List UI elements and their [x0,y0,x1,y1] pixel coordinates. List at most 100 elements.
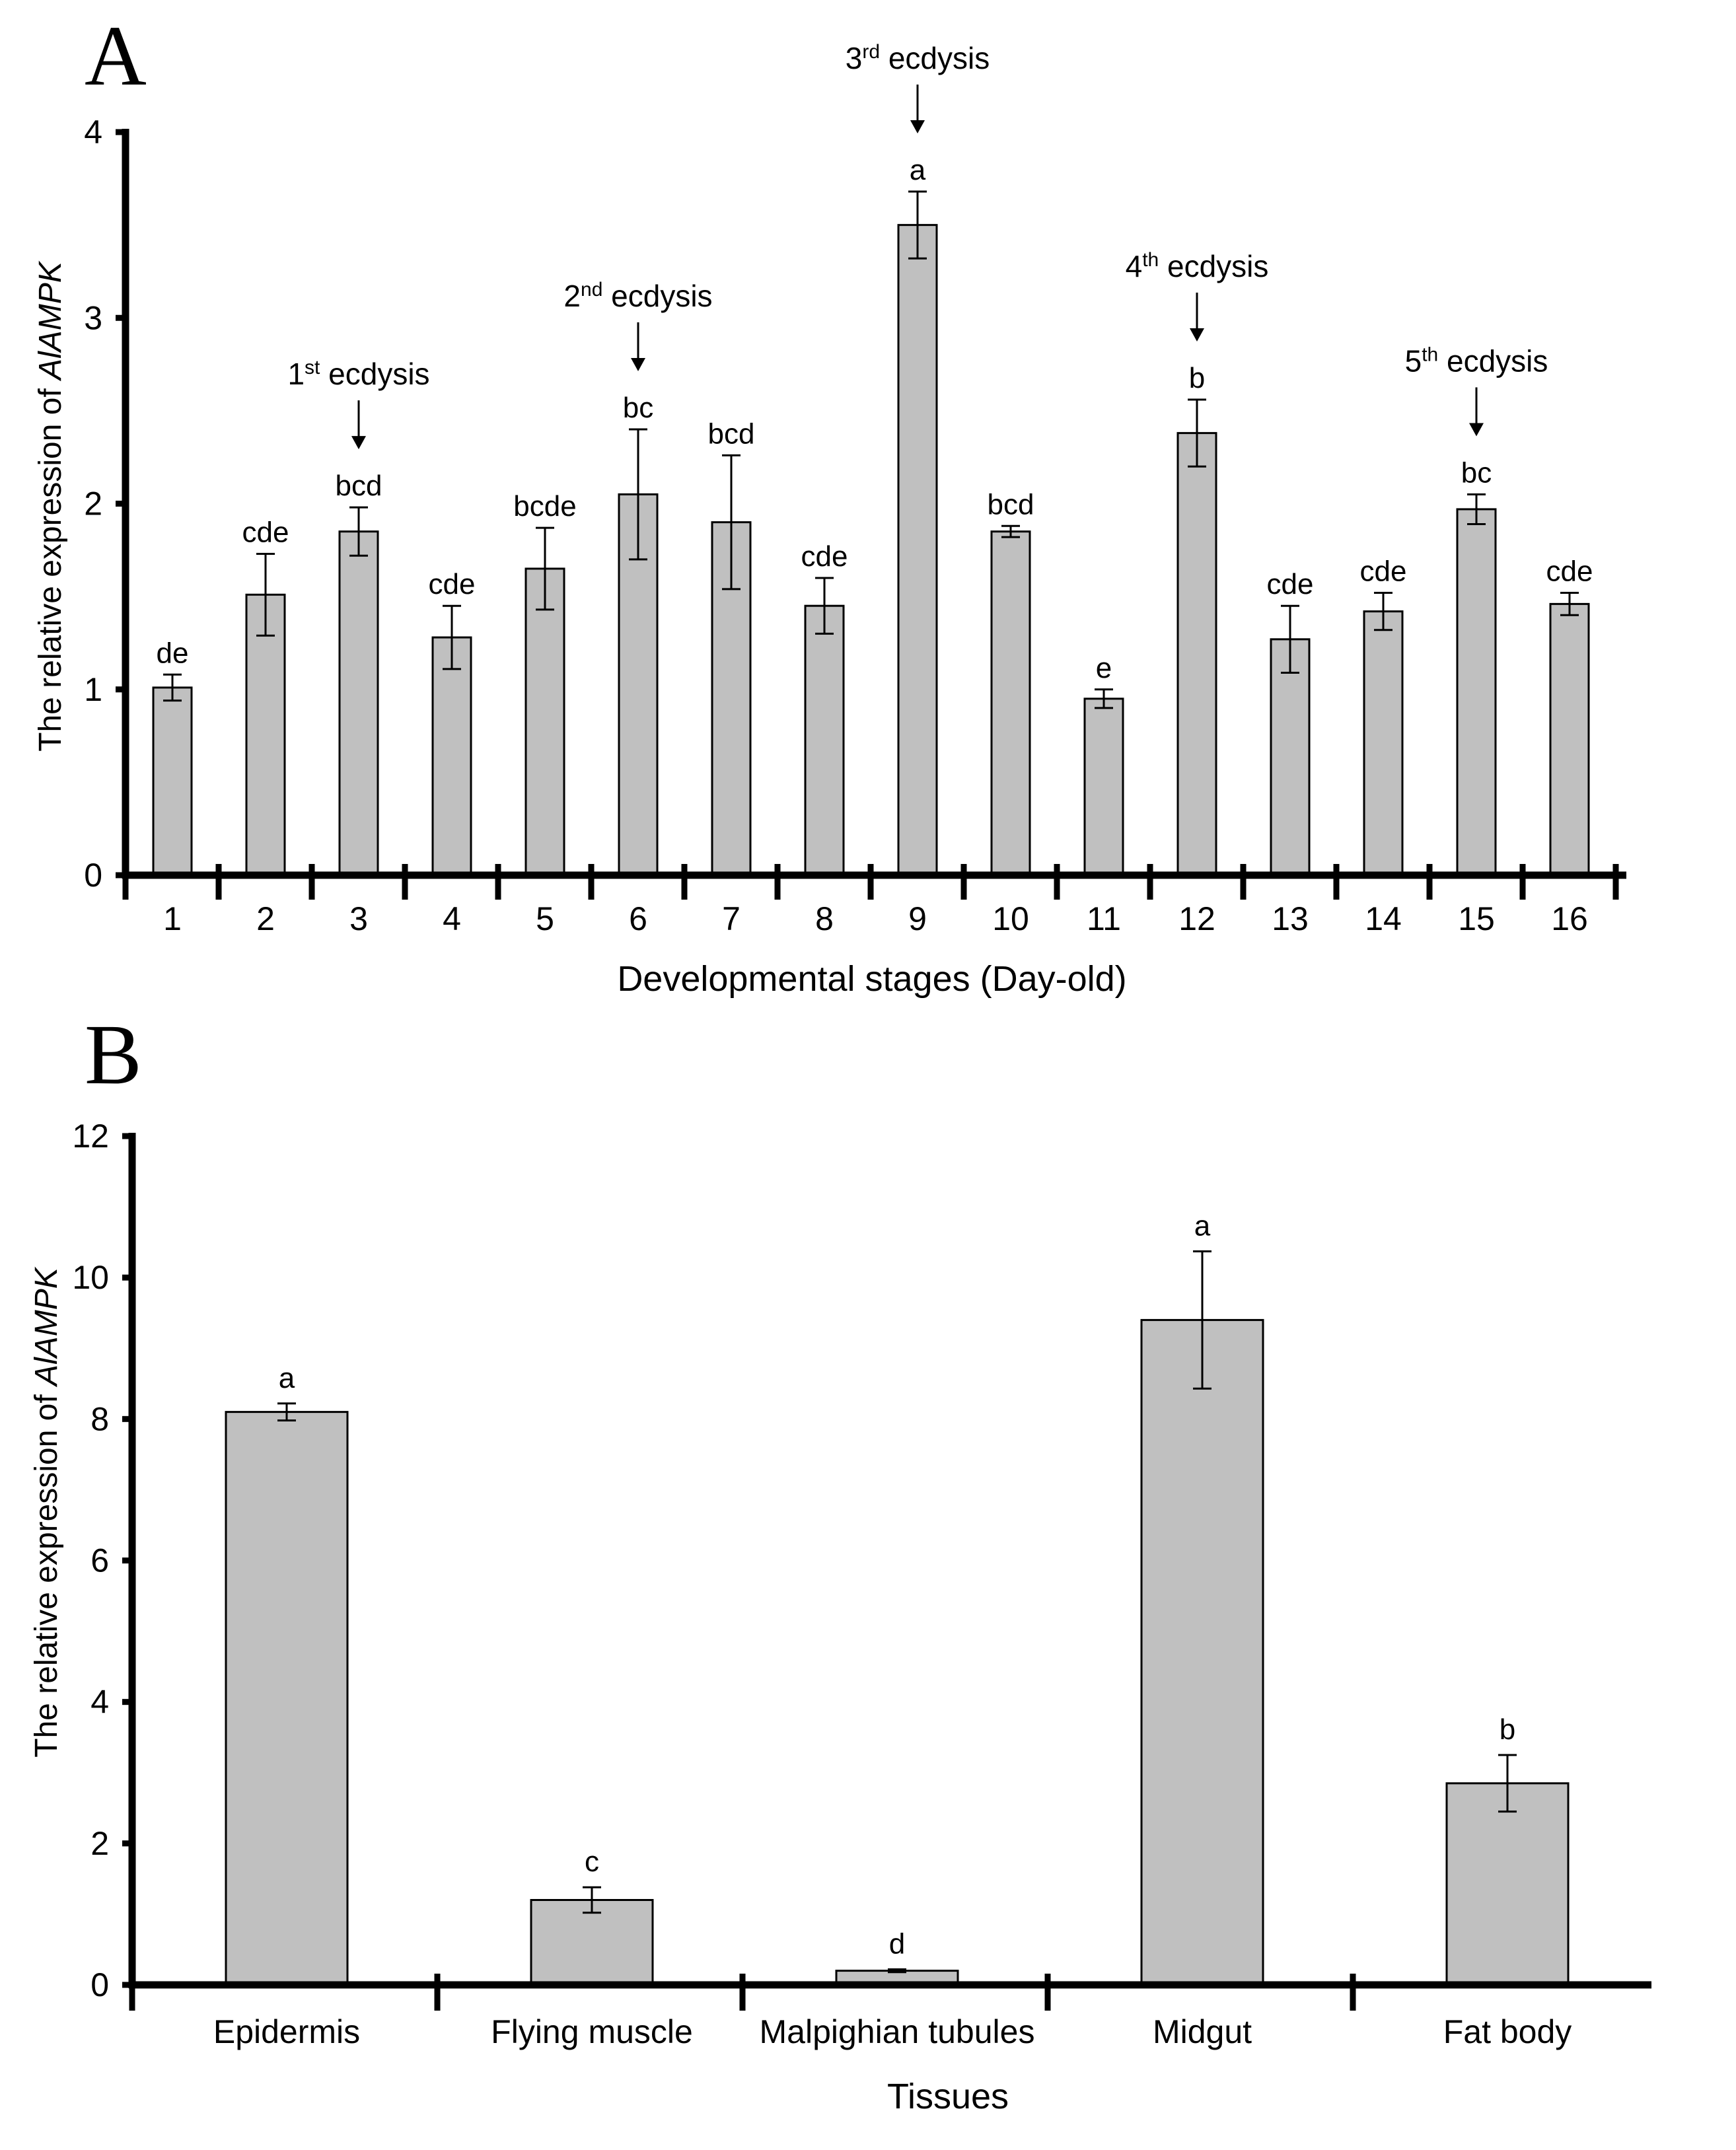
panel-b-y-tick-label: 2 [90,1825,109,1862]
panel-b-y-tick-label: 8 [90,1400,109,1437]
panel-b-x-tick-label: Malpighian tubules [760,2013,1035,2050]
panel-a-x-tick-label: 8 [815,900,834,937]
panel-a-bar [524,567,565,877]
panel-a-ecdysis-label: 1st ecdysis [287,357,429,391]
panel-a-significance-label: bcde [513,490,576,522]
panel-a-x-tick-label: 11 [1087,900,1121,937]
panel-a-significance-label: a [910,154,926,186]
panel-a-ecdysis-arrow-head [631,358,645,371]
panel-b-x-tick-label: Flying muscle [491,2013,693,2050]
panel-a-ecdysis-suffix: nd [581,279,602,301]
panel-a-bar [1456,508,1497,877]
panel-a-ecdysis-label: 4th ecdysis [1126,249,1269,283]
panel-a-significance-label: cde [242,516,289,548]
panel-a-bar [897,224,938,877]
panel-a-ecdysis-arrow-head [1190,328,1204,341]
panel-a-x-tick-label: 16 [1551,900,1588,937]
panel-a-ecdysis-word: ecdysis [880,41,990,75]
panel-a-x-tick-label: 15 [1458,900,1495,937]
panel-a-significance-label: cde [801,540,848,573]
panel-a-bar [1176,432,1217,877]
panel-a-bar [1549,602,1590,877]
panel-a-significance-label: cde [1360,555,1407,588]
panel-a-y-tick-label: 1 [84,671,102,708]
panel-a-significance-label: e [1096,652,1112,684]
panel-a-significance-label: cde [1267,568,1314,600]
panel-a-y-tick-label: 0 [84,857,102,894]
panel-b-y-axis-title-prefix: The relative expression of [29,1386,64,1758]
panel-a-x-tick-label: 10 [992,900,1029,937]
panel-b-significance-label: b [1500,1713,1515,1746]
panel-a-significance-label: cde [1546,555,1593,588]
panel-b-y-tick-label: 12 [72,1118,109,1155]
panel-a-x-tick-label: 1 [163,900,182,937]
panel-b-significance-label: a [1194,1210,1211,1242]
panel-a-bar [338,530,379,877]
panel-a-ecdysis-word: ecdysis [1159,249,1268,283]
panel-a-ecdysis-suffix: st [305,357,320,378]
panel-a-ecdysis-word: ecdysis [1438,343,1548,378]
panel-a-significance-label: bc [623,392,653,424]
panel-a-ecdysis-word: ecdysis [320,357,429,391]
panel-a-bar [1270,638,1311,877]
panel-a-ecdysis-label: 2nd ecdysis [563,279,712,313]
panel-a-x-tick-label: 6 [629,900,647,937]
panel-a-x-tick-label: 4 [443,900,461,937]
panel-b-y-tick-label: 4 [90,1684,109,1721]
panel-b-x-tick-label: Fat body [1443,2013,1572,2050]
panel-a-y-tick-label: 3 [84,299,102,336]
panel-a-y-axis-title: The relative expression of AlAMPK [33,260,68,752]
panel-a-x-axis-title: Developmental stages (Day-old) [617,959,1126,999]
panel-a-significance-label: bc [1461,456,1492,489]
panel-b-letter: B [85,1007,142,1102]
panel-a-significance-label: bcd [988,488,1034,520]
panel-a-significance-label: b [1189,362,1205,394]
panel-a-ecdysis-arrow-head [910,120,925,133]
panel-a-y-axis-title-gene: AlAMPK [33,260,68,382]
panel-a-significance-label: cde [429,568,476,600]
panel-b-y-tick-label: 6 [90,1542,109,1579]
panel-b-bar [530,1899,654,1986]
panel-a-ecdysis-ordinal: 2 [563,279,581,313]
panel-a-bar [1083,698,1124,877]
panel-a-significance-label: bcd [336,470,382,502]
panel-a-ecdysis-ordinal: 1 [287,357,305,391]
panel-b-x-tick-label: Midgut [1153,2013,1252,2050]
panel-a-ecdysis-arrow-head [351,436,366,450]
panel-b-significance-label: d [889,1927,905,1960]
panel-a-x-tick-label: 5 [536,900,554,937]
panel-a-x-tick-label: 12 [1178,900,1215,937]
panel-a-ecdysis-word: ecdysis [602,279,712,313]
panel-b-bar [1445,1782,1570,1986]
panel-a-ecdysis-suffix: th [1422,343,1438,365]
panel-a-x-tick-label: 9 [908,900,927,937]
panel-a-letter: A [85,9,147,104]
panel-a-bar [804,604,845,877]
panel-a-significance-label: de [157,637,189,669]
panel-a-ecdysis-ordinal: 4 [1126,249,1143,283]
panel-b-y-axis-title: The relative expression of AlAMPK [29,1266,64,1758]
panel-b-x-tick-label: Epidermis [213,2013,360,2050]
panel-b-bar [1140,1318,1264,1986]
panel-a-bar [245,593,286,877]
panel-a-ecdysis-label: 5th ecdysis [1405,343,1548,378]
panel-a-ecdysis-ordinal: 5 [1405,343,1422,378]
panel-a-x-tick-label: 13 [1272,900,1309,937]
panel-b-y-tick-label: 10 [72,1259,109,1296]
panel-a-y-tick-label: 2 [84,485,102,522]
panel-a-ecdysis-arrow-head [1469,423,1484,437]
panel-a-ecdysis-suffix: th [1142,249,1159,271]
panel-a-bar [152,686,193,877]
panel-a-x-tick-label: 7 [722,900,741,937]
panel-a-ecdysis-ordinal: 3 [846,41,863,75]
panel-a-bar [431,636,472,877]
panel-b-significance-label: a [279,1362,295,1394]
panel-b-y-axis-title-gene: AlAMPK [29,1266,64,1388]
panel-a-ecdysis-label: 3rd ecdysis [846,41,990,75]
panel-a-ecdysis-suffix: rd [862,41,880,63]
panel-b-x-axis-title: Tissues [887,2077,1009,2116]
panel-a-y-axis-title-prefix: The relative expression of [33,380,68,752]
panel-b-significance-label: c [585,1845,599,1878]
